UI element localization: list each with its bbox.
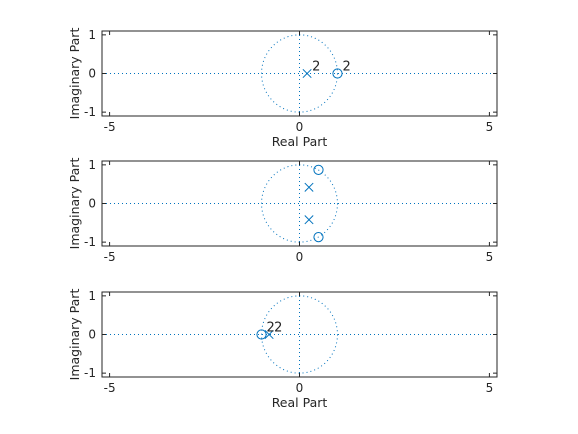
y-tick-label: 1 bbox=[88, 158, 96, 172]
y-tick-label: -1 bbox=[84, 235, 96, 249]
y-tick-label: 0 bbox=[88, 67, 96, 81]
x-tick-label: 5 bbox=[486, 250, 494, 264]
zero-marker bbox=[332, 68, 343, 79]
x-tick-label: 0 bbox=[296, 381, 304, 395]
y-axis-label: Imaginary Part bbox=[67, 289, 82, 381]
x-axis-label: Real Part bbox=[272, 395, 328, 410]
pole-multiplicity-label: 2 bbox=[274, 321, 282, 336]
y-tick-label: -1 bbox=[84, 366, 96, 380]
y-tick-label: 0 bbox=[88, 197, 96, 211]
x-tick-label: -5 bbox=[104, 381, 116, 395]
y-tick-label: 1 bbox=[88, 28, 96, 42]
zero-marker bbox=[256, 329, 267, 340]
zero-marker bbox=[313, 164, 324, 175]
x-tick-label: -5 bbox=[104, 120, 116, 134]
pole-marker bbox=[304, 215, 314, 225]
y-axis-label: Imaginary Part bbox=[67, 158, 82, 250]
zero-marker bbox=[313, 232, 324, 243]
y-axis-label: Imaginary Part bbox=[67, 28, 82, 120]
x-tick-label: -5 bbox=[104, 250, 116, 264]
pole-marker bbox=[302, 68, 312, 79]
plot-area bbox=[102, 161, 497, 246]
subplot-1: 2 2 -5 0 5 -1 0 1 Real Part Imaginary Part bbox=[67, 28, 498, 149]
y-tick-label: 0 bbox=[88, 328, 96, 342]
x-tick-label: 0 bbox=[296, 250, 304, 264]
x-tick-label: 5 bbox=[486, 120, 494, 134]
pole-marker bbox=[264, 329, 274, 340]
plot-area bbox=[102, 31, 497, 116]
zero-multiplicity-label: 2 bbox=[342, 60, 350, 75]
zero-multiplicity-label: 2 bbox=[267, 321, 275, 336]
pole-multiplicity-label: 2 bbox=[312, 60, 320, 75]
plot-area bbox=[102, 292, 497, 377]
y-tick-label: -1 bbox=[84, 105, 96, 119]
x-axis-label: Real Part bbox=[272, 134, 328, 149]
subplot-3: 22 -5 0 5 -1 0 1 Real Part Imaginary Part bbox=[67, 289, 498, 410]
x-tick-label: 5 bbox=[486, 381, 494, 395]
pole-marker bbox=[304, 182, 314, 192]
x-tick-label: 0 bbox=[296, 120, 304, 134]
y-tick-label: 1 bbox=[88, 289, 96, 303]
subplot-2: -5 0 5 -1 0 1 Imaginary Part bbox=[67, 158, 498, 264]
